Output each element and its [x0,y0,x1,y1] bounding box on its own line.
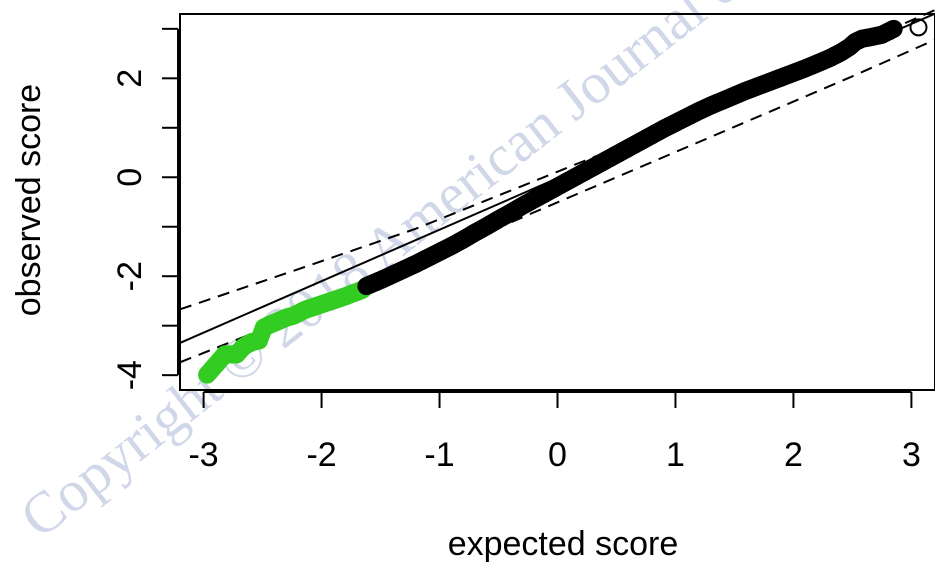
x-tick-label: -3 [188,436,218,474]
y-tick-label: 0 [111,168,149,187]
y-tick-label: 2 [111,69,149,88]
data-point [909,18,928,37]
y-axis-title: observed score [10,84,48,316]
data-points [198,18,928,384]
x-axis: -3 -2 -1 0 1 2 3 [188,391,921,474]
x-tick-label: -2 [306,436,336,474]
y-tick-label: -4 [111,360,149,390]
x-tick-label: 2 [784,436,803,474]
y-tick-label: -2 [111,261,149,291]
data-point [884,19,903,38]
plot-frame [179,13,935,391]
x-tick-label: 0 [548,436,567,474]
x-tick-label: 1 [666,436,685,474]
x-axis-title: expected score [448,525,679,563]
y-axis: -4 -2 0 2 [111,27,179,390]
x-tick-label: 3 [902,436,921,474]
x-tick-label: -1 [424,436,454,474]
